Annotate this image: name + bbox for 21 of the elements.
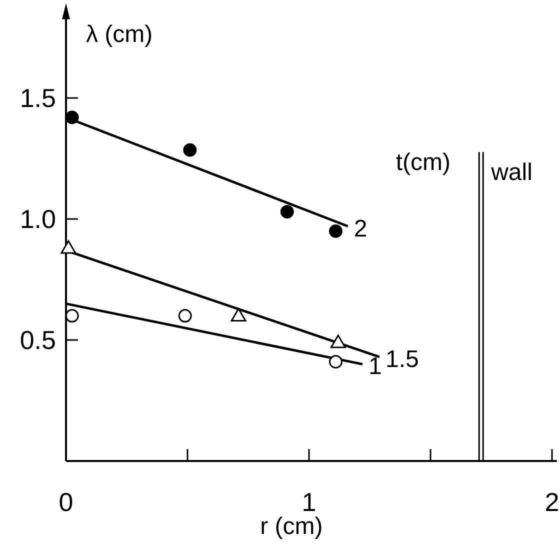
ref-line-label: wall [490,159,532,186]
point [183,143,197,157]
x-tick-label: 0 [58,487,74,517]
point [230,308,246,322]
legend-title: t(cm) [396,149,451,176]
series-label: 1.5 [385,346,419,373]
y-tick-label: 1.5 [20,83,56,113]
x-tick-label: 2 [544,487,559,517]
point [65,110,79,124]
point [60,240,76,254]
y-tick-label: 0.5 [20,325,56,355]
y-axis-title: λ (cm) [86,21,153,48]
point [328,355,342,369]
point [280,204,294,218]
point [65,309,79,323]
series-label: 2 [354,215,368,242]
point [178,309,192,323]
point [330,334,346,348]
y-tick-label: 1.0 [20,204,56,234]
series-label: 1 [368,353,382,380]
point [328,224,342,238]
